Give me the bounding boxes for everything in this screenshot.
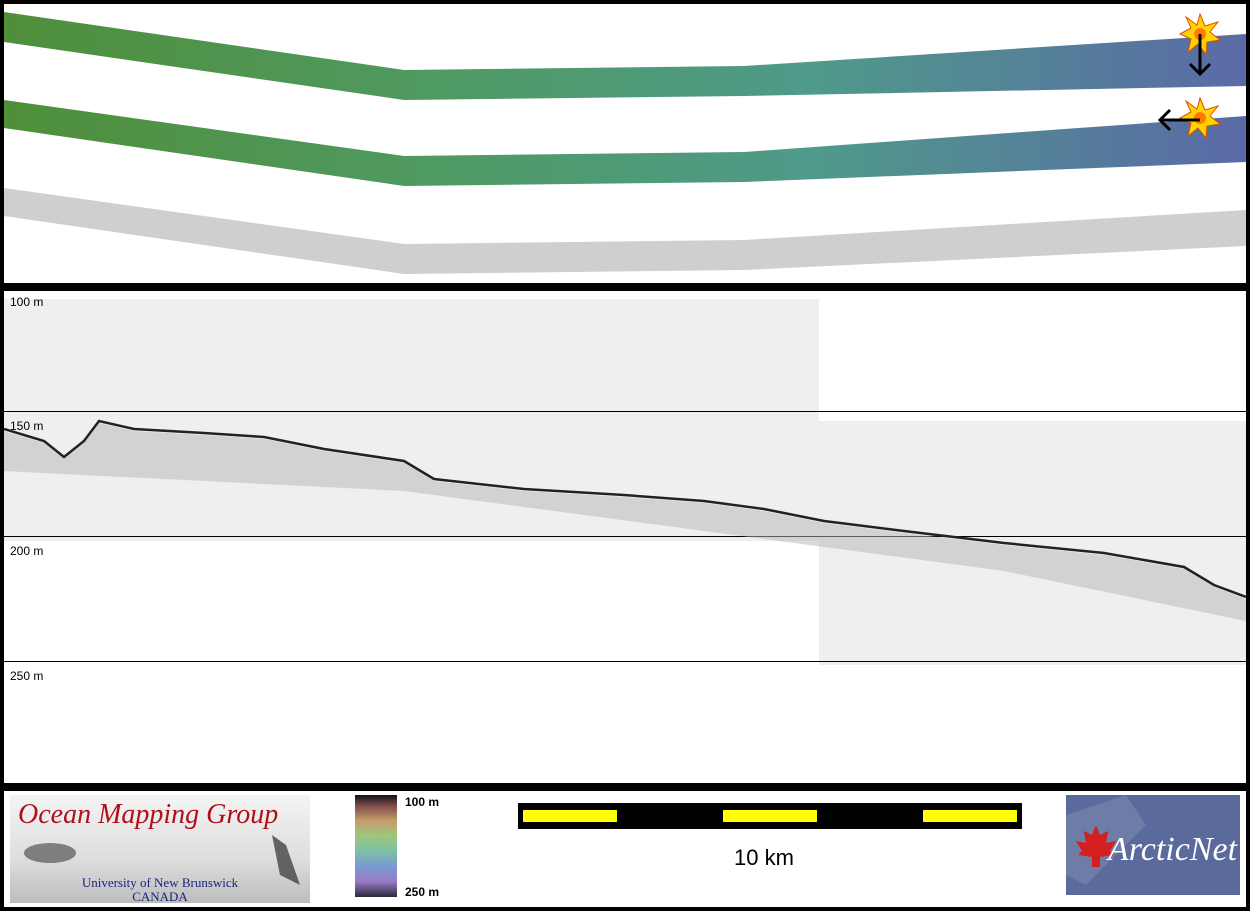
seafloor-trace [4,419,1246,599]
seafloor-shadow [4,423,1246,621]
omg-logo-image [24,835,300,885]
arrow-left-icon [1157,108,1200,132]
omg-logo-title: Ocean Mapping Group [18,799,279,830]
arrow-down-icon [1188,34,1212,77]
scale-segment [523,810,617,822]
footer-panel: Ocean Mapping Group University of New Br… [4,791,1246,907]
profile-panel: 100 m 150 m 200 m 250 m [4,291,1246,783]
swath-panel [4,4,1246,283]
swath-svg [4,12,1246,274]
depth-line-250 [4,661,1246,662]
scale-bar-label: 10 km [734,845,794,870]
legend-top-label: 100 m [405,795,440,809]
bathymetry-swath-2 [4,100,1246,186]
arcticnet-logo: ArcticNet [1066,795,1240,895]
echo-block-upper [4,299,819,421]
depth-line-150 [4,411,1246,412]
omg-logo-line1: University of New Brunswick [81,875,239,890]
depth-label-100: 100 m [10,295,44,309]
legend-bottom-label: 250 m [405,885,440,899]
depth-label-200: 200 m [10,544,44,558]
scale-segment [723,810,817,822]
backscatter-swath [4,188,1246,274]
ocean-mapping-group-logo: Ocean Mapping Group University of New Br… [10,795,310,903]
seafloor-profile [4,419,1246,621]
bathymetry-swath-1 [4,12,1246,100]
depth-line-200 [4,536,1246,537]
depth-label-150: 150 m [10,419,44,433]
maple-leaf-icon [1066,795,1146,885]
scale-segment [923,810,1017,822]
arcticnet-logo-text: ArcticNet [1108,831,1238,868]
scale-bar [518,803,1022,829]
depth-label-250: 250 m [10,669,44,683]
omg-logo-line2: CANADA [132,889,188,903]
depth-colormap-legend [355,795,397,897]
